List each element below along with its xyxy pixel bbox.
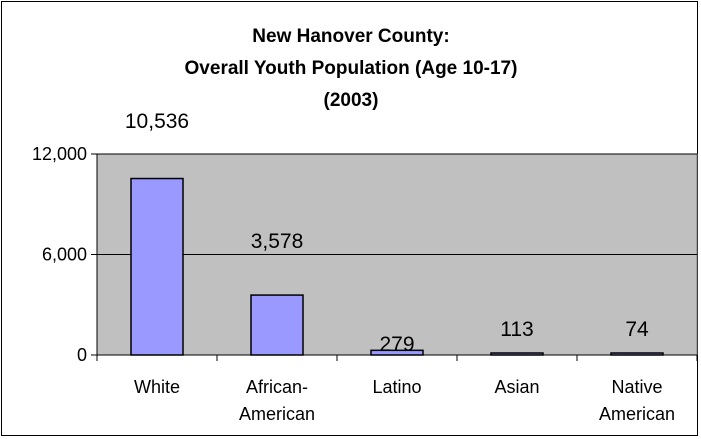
y-tick-label-1: 6,000 <box>42 245 87 265</box>
x-axis: White African- American Latino Asian Native Am… <box>96 354 698 424</box>
data-labels: 10,536 3,578 279 113 74 <box>125 110 649 356</box>
chart-title: New Hanover County: Overall Youth Populat… <box>185 26 518 111</box>
category-label-1-0: African- <box>246 377 308 397</box>
category-label-0-0: White <box>134 377 180 397</box>
category-label-4-0: Native <box>611 377 662 397</box>
y-tick-label-0: 0 <box>77 345 87 365</box>
bars <box>130 177 664 356</box>
category-label-2-0: Latino <box>372 377 421 397</box>
data-label-4: 74 <box>625 318 649 341</box>
title-line-3: (2003) <box>324 90 379 111</box>
title-line-2: Overall Youth Population (Age 10-17) <box>185 58 518 79</box>
category-label-1-1: American <box>239 404 315 424</box>
data-label-1: 3,578 <box>251 230 304 253</box>
title-line-1: New Hanover County: <box>252 26 449 47</box>
bar-0 <box>130 177 184 356</box>
category-label-3-0: Asian <box>494 377 539 397</box>
data-label-2: 279 <box>379 333 414 356</box>
y-tick-label-2: 12,000 <box>32 144 87 164</box>
bar-1 <box>250 294 304 356</box>
category-label-4-1: American <box>599 404 675 424</box>
y-axis: 0 6,000 12,000 <box>32 144 98 365</box>
data-label-0: 10,536 <box>125 110 189 133</box>
grid-lines <box>97 153 697 255</box>
data-label-3: 113 <box>500 318 533 341</box>
